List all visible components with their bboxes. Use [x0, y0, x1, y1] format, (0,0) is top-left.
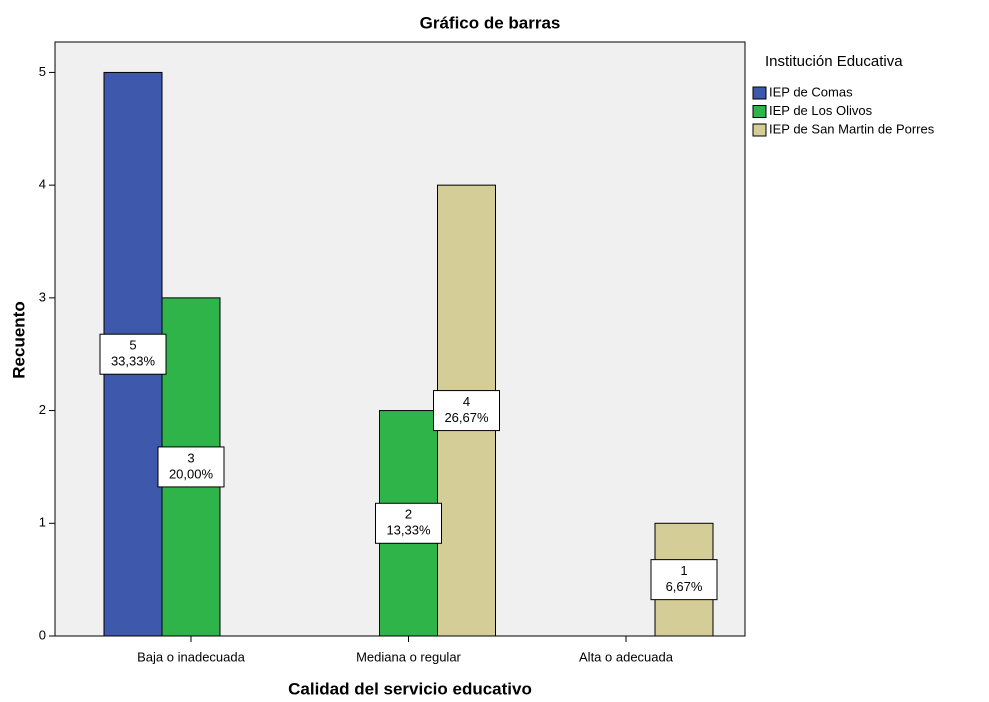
x-axis-label: Calidad del servicio educativo	[288, 679, 532, 698]
data-label: 213,33%	[375, 502, 442, 544]
y-tick-label: 2	[39, 402, 46, 417]
x-tick-label: Mediana o regular	[356, 649, 461, 664]
y-tick-label: 5	[39, 64, 46, 79]
data-label-count: 5	[129, 338, 136, 353]
legend-swatch	[752, 105, 767, 118]
data-label-count: 3	[187, 450, 194, 465]
legend-label: IEP de Comas	[769, 84, 853, 99]
legend-label: IEP de Los Olivos	[769, 103, 873, 118]
data-label-percent: 33,33%	[111, 354, 156, 369]
data-label-percent: 20,00%	[169, 466, 214, 481]
x-tick-label: Baja o inadecuada	[137, 649, 245, 664]
data-label-box	[99, 333, 167, 375]
data-label-count: 1	[680, 563, 687, 578]
data-label-count: 4	[463, 394, 470, 409]
data-label-box	[650, 559, 718, 601]
data-label-box	[375, 502, 442, 544]
legend-swatch	[752, 123, 767, 137]
chart-title: Gráfico de barras	[420, 13, 561, 32]
legend-title: Institución Educativa	[765, 53, 903, 70]
legend-label: IEP de San Martin de Porres	[769, 121, 935, 136]
x-tick-label: Alta o adecuada	[579, 649, 674, 664]
legend-swatch	[752, 86, 767, 100]
data-label: 320,00%	[157, 446, 225, 488]
y-axis-label: Recuento	[9, 301, 28, 378]
data-label-percent: 26,67%	[444, 410, 489, 425]
data-label-count: 2	[405, 507, 412, 522]
data-label: 533,33%	[99, 333, 167, 375]
data-label-box	[157, 446, 225, 488]
data-label: 16,67%	[650, 559, 718, 601]
y-tick-label: 1	[39, 515, 46, 530]
data-label-percent: 13,33%	[386, 523, 431, 538]
y-tick-label: 4	[39, 177, 46, 192]
data-label-box	[433, 390, 500, 432]
data-label-percent: 6,67%	[666, 579, 703, 594]
y-tick-label: 3	[39, 289, 46, 304]
data-label: 426,67%	[433, 390, 500, 432]
y-tick-label: 0	[39, 627, 46, 642]
